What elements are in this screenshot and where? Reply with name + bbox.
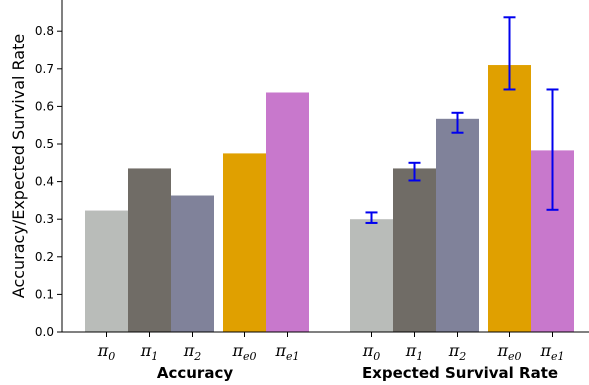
y-tick-label: 0.4 — [35, 175, 54, 189]
y-tick-label: 0.2 — [35, 250, 54, 264]
bar-accuracy-e1 — [266, 92, 309, 332]
x-tick-label: π0 — [362, 341, 381, 363]
y-tick-label: 0.1 — [35, 287, 54, 301]
group-label: Accuracy — [157, 364, 233, 382]
x-ticks-layer: π0 π1 π2 πe0 πe1 π0 π1 π2 πe0 πe1 — [97, 332, 565, 363]
group-label: Expected Survival Rate — [362, 364, 558, 382]
bar-survival-e0 — [488, 65, 531, 332]
bar-accuracy-1 — [128, 168, 171, 332]
y-tick-label: 0.8 — [35, 24, 54, 38]
x-tick-label: πe0 — [496, 341, 521, 363]
bar-accuracy-e0 — [223, 153, 266, 332]
group-labels-layer: Accuracy Expected Survival Rate — [157, 364, 558, 382]
x-tick-label: π0 — [97, 341, 116, 363]
y-tick-label: 0.3 — [35, 212, 54, 226]
bar-accuracy-0 — [85, 210, 128, 332]
y-tick-label: 0.6 — [35, 99, 54, 113]
y-axis-label: Accuracy/Expected Survival Rate — [9, 34, 28, 298]
y-ticks-layer: 0.0 0.1 0.2 0.3 0.4 0.5 0.6 0.7 0.8 — [35, 24, 62, 339]
bars-layer — [85, 65, 574, 332]
x-tick-label: π1 — [405, 341, 424, 363]
bar-survival-1 — [393, 168, 436, 332]
y-tick-label: 0.0 — [35, 325, 54, 339]
x-tick-label: πe0 — [231, 341, 256, 363]
y-tick-label: 0.7 — [35, 62, 54, 76]
x-tick-label: π2 — [183, 341, 202, 363]
errorbars-layer — [365, 16, 559, 224]
bar-survival-0 — [350, 219, 393, 332]
bar-survival-2 — [436, 118, 479, 332]
x-tick-label: πe1 — [274, 341, 299, 363]
x-tick-label: πe1 — [539, 341, 564, 363]
y-tick-label: 0.5 — [35, 137, 54, 151]
x-tick-label: π1 — [140, 341, 159, 363]
bar-accuracy-2 — [171, 195, 214, 332]
x-tick-label: π2 — [448, 341, 467, 363]
